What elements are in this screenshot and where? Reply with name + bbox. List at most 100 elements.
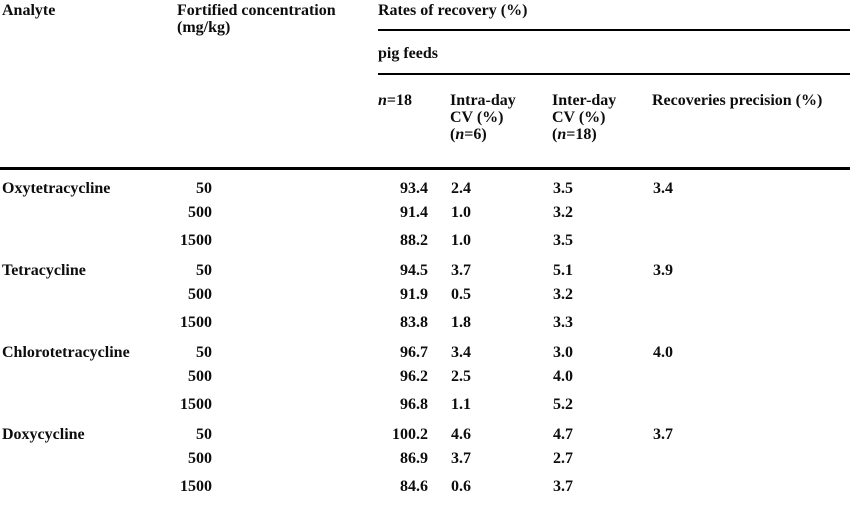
table-row: 1500 88.2 1.0 3.5 <box>0 221 850 249</box>
col-header-inter-day-cv: Inter-day CV (%) (n=18) <box>552 74 652 168</box>
cell-analyte: Oxytetracycline <box>2 180 111 197</box>
cell-precision <box>652 221 850 249</box>
cell-concentration: 500 <box>188 368 212 385</box>
cell-recovery: 88.2 <box>400 232 428 249</box>
cell-intra-day-cv: 1.8 <box>451 314 471 331</box>
cell-inter-day-cv: 3.7 <box>553 478 573 495</box>
cell-analyte <box>0 385 175 413</box>
cell-concentration: 50 <box>196 262 212 279</box>
cell-analyte: Tetracycline <box>2 262 86 279</box>
cell-inter-day-cv: 2.7 <box>553 450 573 467</box>
cell-recovery: 93.4 <box>400 180 428 197</box>
cell-inter-day-cv: 4.0 <box>553 368 573 385</box>
cell-precision <box>652 197 850 221</box>
intra-line1: Intra-day <box>450 92 516 109</box>
table-row: Oxytetracycline 50 93.4 2.4 3.5 3.4 <box>0 168 850 197</box>
table-row: 1500 96.8 1.1 5.2 <box>0 385 850 413</box>
cell-inter-day-cv: 3.0 <box>553 344 573 361</box>
fortified-header-line2: (mg/kg) <box>177 19 231 36</box>
cell-intra-day-cv: 3.7 <box>451 262 471 279</box>
n-rest: =18 <box>386 92 413 109</box>
intra-line3: (n=6) <box>450 126 487 143</box>
cell-intra-day-cv: 2.4 <box>451 180 471 197</box>
cell-concentration: 1500 <box>180 396 212 413</box>
cell-intra-day-cv: 1.0 <box>451 204 471 221</box>
table-row: 1500 83.8 1.8 3.3 <box>0 303 850 331</box>
cell-concentration: 1500 <box>180 314 212 331</box>
cell-inter-day-cv: 5.2 <box>553 396 573 413</box>
cell-precision <box>652 443 850 467</box>
inter-line2: CV (%) <box>552 109 606 126</box>
table-header: Analyte Fortified concentration (mg/kg) … <box>0 0 850 168</box>
cell-analyte <box>0 197 175 221</box>
cell-inter-day-cv: 4.7 <box>553 426 573 443</box>
cell-recovery: 100.2 <box>392 426 428 443</box>
cell-precision: 3.9 <box>653 262 673 279</box>
table-row: 1500 84.6 0.6 3.7 <box>0 467 850 495</box>
cell-concentration: 500 <box>188 204 212 221</box>
cell-recovery: 94.5 <box>400 262 428 279</box>
cell-intra-day-cv: 1.0 <box>451 232 471 249</box>
table-row: Tetracycline 50 94.5 3.7 5.1 3.9 <box>0 249 850 279</box>
table-row: 500 96.2 2.5 4.0 <box>0 361 850 385</box>
col-header-recoveries-precision: Recoveries precision (%) <box>652 92 823 109</box>
cell-inter-day-cv: 3.2 <box>553 204 573 221</box>
cell-analyte <box>0 221 175 249</box>
cell-inter-day-cv: 3.2 <box>553 286 573 303</box>
col-header-n18: n=18 <box>378 74 450 168</box>
col-header-fortified-concentration: Fortified concentration (mg/kg) <box>175 0 378 168</box>
table-body: Oxytetracycline 50 93.4 2.4 3.5 3.4 500 … <box>0 168 850 495</box>
cell-recovery: 83.8 <box>400 314 428 331</box>
header-row-3: n=18 Intra-day CV (%) (n=6) Inter-day CV… <box>0 74 850 168</box>
cell-recovery: 96.2 <box>400 368 428 385</box>
table-row: Doxycycline 50 100.2 4.6 4.7 3.7 <box>0 413 850 443</box>
inter-line1: Inter-day <box>552 92 617 109</box>
col-header-intra-day-cv: Intra-day CV (%) (n=6) <box>450 74 552 168</box>
header-row-1: Analyte Fortified concentration (mg/kg) … <box>0 0 850 36</box>
cell-intra-day-cv: 1.1 <box>451 396 471 413</box>
intra-line2: CV (%) <box>450 109 504 126</box>
cell-recovery: 86.9 <box>400 450 428 467</box>
cell-recovery: 96.7 <box>400 344 428 361</box>
cell-concentration: 500 <box>188 286 212 303</box>
cell-precision: 3.4 <box>653 180 673 197</box>
table-row: 500 86.9 3.7 2.7 <box>0 443 850 467</box>
cell-intra-day-cv: 4.6 <box>451 426 471 443</box>
col-header-analyte: Analyte <box>2 2 56 19</box>
cell-recovery: 91.9 <box>400 286 428 303</box>
cell-inter-day-cv: 3.5 <box>553 180 573 197</box>
group-header-rates-of-recovery: Rates of recovery (%) <box>378 0 850 31</box>
cell-inter-day-cv: 3.5 <box>553 232 573 249</box>
cell-concentration: 50 <box>196 180 212 197</box>
cell-analyte <box>0 303 175 331</box>
cell-analyte <box>0 279 175 303</box>
cell-recovery: 91.4 <box>400 204 428 221</box>
cell-concentration: 500 <box>188 450 212 467</box>
cell-concentration: 50 <box>196 344 212 361</box>
cell-analyte <box>0 467 175 495</box>
cell-analyte <box>0 361 175 385</box>
cell-analyte <box>0 443 175 467</box>
header-row-2: pig feeds <box>0 30 850 75</box>
cell-analyte: Chlorotetracycline <box>2 344 130 361</box>
cell-recovery: 84.6 <box>400 478 428 495</box>
cell-intra-day-cv: 2.5 <box>451 368 471 385</box>
cell-precision <box>652 279 850 303</box>
cell-precision <box>652 303 850 331</box>
subgroup-header-pig-feeds: pig feeds <box>378 30 850 75</box>
table-row: Chlorotetracycline 50 96.7 3.4 3.0 4.0 <box>0 331 850 361</box>
cell-intra-day-cv: 3.7 <box>451 450 471 467</box>
cell-intra-day-cv: 3.4 <box>451 344 471 361</box>
cell-concentration: 50 <box>196 426 212 443</box>
cell-intra-day-cv: 0.6 <box>451 478 471 495</box>
cell-precision: 3.7 <box>653 426 673 443</box>
cell-precision: 4.0 <box>653 344 673 361</box>
cell-inter-day-cv: 3.3 <box>553 314 573 331</box>
cell-precision <box>652 467 850 495</box>
cell-recovery: 96.8 <box>400 396 428 413</box>
cell-concentration: 1500 <box>180 478 212 495</box>
cell-analyte: Doxycycline <box>2 426 85 443</box>
cell-inter-day-cv: 5.1 <box>553 262 573 279</box>
n-italic: n <box>378 92 387 109</box>
